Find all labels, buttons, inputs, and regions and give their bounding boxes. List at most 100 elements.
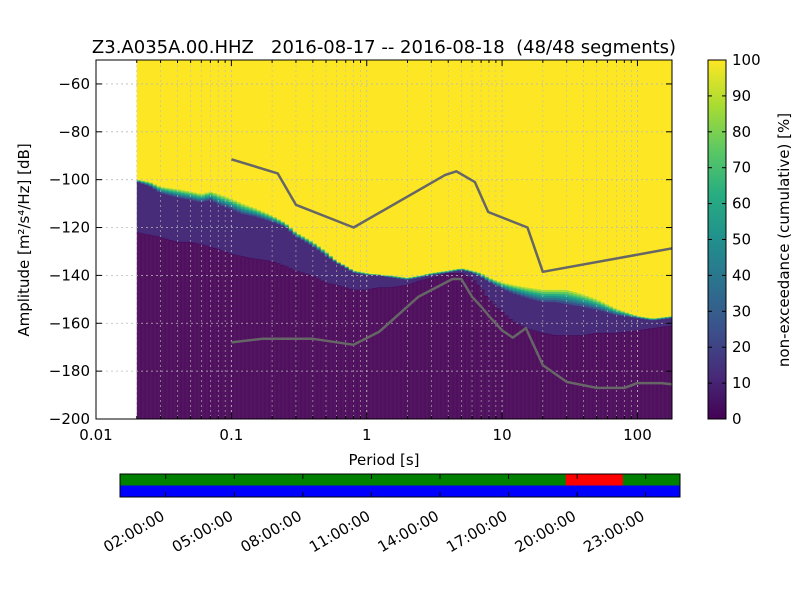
y-tick-label: −100: [49, 171, 90, 189]
heatmap-cell: [548, 302, 554, 305]
heatmap-cell: [616, 60, 622, 310]
heatmap-cell: [156, 191, 162, 194]
x-tick-label: 0.1: [219, 426, 243, 444]
heatmap-cell: [520, 296, 526, 299]
heatmap-cell: [212, 199, 218, 202]
heatmap-cell: [256, 213, 262, 216]
heatmap-cell: [432, 276, 438, 419]
heatmap-cell: [144, 185, 150, 187]
heatmap-cell: [220, 205, 226, 209]
colorbar-tick-label: 20: [732, 338, 751, 356]
heatmap-cell: [512, 293, 518, 296]
heatmap-cell: [296, 238, 302, 240]
heatmap-cell: [204, 60, 210, 193]
heatmap-cell: [544, 300, 550, 303]
heatmap-cell: [264, 220, 270, 222]
heatmap-cell: [240, 210, 246, 213]
heatmap-cell: [184, 197, 190, 200]
heatmap-cell: [140, 184, 146, 234]
heatmap-cell: [340, 60, 346, 265]
heatmap-cell: [144, 182, 150, 184]
heatmap-cell: [260, 211, 266, 214]
heatmap-cell: [552, 300, 558, 303]
heatmap-cell: [572, 307, 578, 336]
heatmap-cell: [328, 257, 334, 259]
heatmap-cell: [660, 326, 666, 419]
heatmap-cell: [152, 186, 158, 189]
heatmap-cell: [216, 206, 222, 250]
heatmap-cell: [496, 283, 502, 285]
heatmap-cell: [452, 60, 458, 270]
heatmap-cell: [508, 289, 514, 292]
heatmap-cell: [564, 60, 570, 290]
heatmap-cell: [240, 207, 246, 210]
heatmap-cell: [412, 278, 418, 283]
heatmap-cell: [508, 285, 514, 288]
heatmap-cell: [260, 60, 266, 212]
heatmap-cell: [308, 274, 314, 419]
heatmap-cell: [480, 60, 486, 275]
heatmap-cell: [532, 299, 538, 303]
heatmap-cell: [256, 60, 262, 210]
heatmap-cell: [588, 60, 594, 298]
heatmap-cell: [216, 60, 222, 195]
heatmap-cell: [516, 289, 522, 292]
heatmap-cell: [568, 60, 574, 291]
heatmap-cell: [540, 302, 546, 305]
heatmap-cell: [280, 221, 286, 223]
heatmap-cell: [216, 249, 222, 419]
heatmap-cell: [312, 246, 318, 248]
heatmap-cell: [516, 296, 522, 325]
heatmap-cell: [360, 289, 366, 419]
heatmap-cell: [200, 193, 206, 196]
colorbar-tick-label: 70: [732, 159, 751, 177]
heatmap-cell: [544, 295, 550, 299]
heatmap-cell: [272, 222, 278, 225]
heatmap-cell: [216, 194, 222, 197]
heatmap-cell: [304, 239, 310, 241]
heatmap-cell: [588, 300, 594, 304]
heatmap-cell: [544, 304, 550, 335]
heatmap-cell: [528, 291, 534, 294]
heatmap-cell: [524, 292, 530, 295]
heatmap-cell: [456, 273, 462, 419]
heatmap-cell: [224, 205, 230, 208]
heatmap-cell: [440, 274, 446, 419]
heatmap-cell: [272, 262, 278, 419]
heatmap-cell: [576, 306, 582, 309]
y-tick-label: −140: [49, 266, 90, 284]
heatmap-cell: [180, 199, 186, 243]
heatmap-cell: [584, 307, 590, 310]
heatmap-cell: [544, 60, 550, 290]
heatmap-cell: [460, 60, 466, 269]
heatmap-cell: [544, 333, 550, 419]
heatmap-cell: [260, 216, 266, 219]
heatmap-cell: [316, 248, 322, 251]
heatmap-cell: [328, 256, 334, 258]
heatmap-cell: [300, 240, 306, 274]
heatmap-cell: [528, 300, 534, 330]
heatmap-cell: [168, 239, 174, 419]
heatmap-cell: [176, 193, 182, 196]
heatmap-cell: [612, 312, 618, 314]
heatmap-cell: [504, 289, 510, 292]
heatmap-cell: [276, 60, 282, 220]
heatmap-cell: [224, 203, 230, 207]
heatmap-cell: [280, 222, 286, 225]
heatmap-cell: [492, 60, 498, 280]
heatmap-cell: [324, 255, 330, 257]
heatmap-cell: [300, 238, 306, 241]
heatmap-cell: [248, 217, 254, 259]
heatmap-cell: [608, 311, 614, 313]
timeline-frame: [119, 473, 681, 498]
heatmap-cell: [180, 197, 186, 199]
heatmap-cell: [244, 208, 250, 211]
heatmap-cell: [496, 284, 502, 286]
heatmap-cell: [304, 241, 310, 244]
heatmap-cell: [484, 281, 490, 297]
heatmap-cell: [496, 287, 502, 309]
heatmap-cell: [624, 313, 630, 315]
heatmap-cell: [572, 60, 578, 293]
heatmap-cell: [164, 192, 170, 194]
heatmap-cell: [368, 288, 374, 419]
